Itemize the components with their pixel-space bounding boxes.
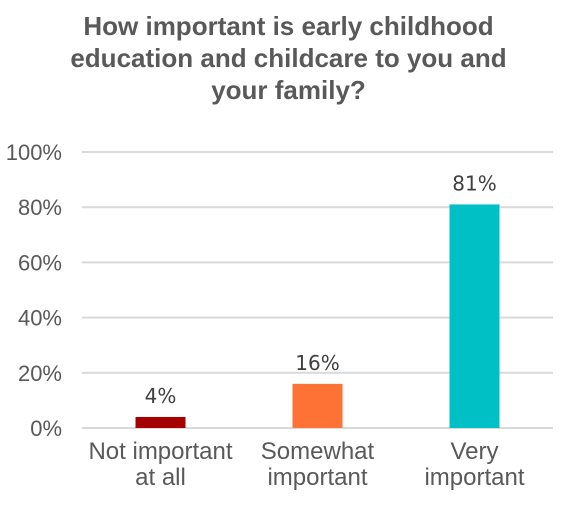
bar-0: [135, 416, 186, 428]
y-tick-label-40: 40%: [18, 306, 62, 331]
category-label-2-line-0: Very: [450, 438, 498, 465]
y-tick-label-0: 0%: [30, 416, 62, 441]
bar-1: [292, 383, 343, 428]
y-tick-label-60: 60%: [18, 250, 62, 275]
bars: [135, 204, 500, 428]
category-label-0-line-0: Not important: [88, 438, 232, 465]
y-axis-tick-labels: 0% 20% 40% 60% 80% 100%: [6, 140, 62, 441]
y-tick-label-80: 80%: [18, 195, 62, 220]
chart-title: How important is early childhood educati…: [0, 10, 577, 106]
category-label-0-line-1: at all: [135, 464, 186, 491]
y-tick-label-20: 20%: [18, 361, 62, 386]
chart-title-line-3: your family?: [211, 75, 366, 105]
y-tick-label-100: 100%: [6, 140, 62, 165]
chart-title-line-2: education and childcare to you and: [70, 43, 507, 73]
bar-2: [449, 204, 500, 428]
chart-title-line-1: How important is early childhood: [83, 11, 494, 41]
category-label-2-line-1: important: [424, 464, 524, 491]
data-labels: 4% 16% 81%: [145, 171, 497, 408]
category-label-1-line-0: Somewhat: [261, 438, 375, 465]
data-label-0: 4%: [145, 384, 177, 408]
category-label-1-line-1: important: [267, 464, 367, 491]
data-label-1: 16%: [295, 351, 339, 375]
data-label-2: 81%: [452, 171, 496, 195]
